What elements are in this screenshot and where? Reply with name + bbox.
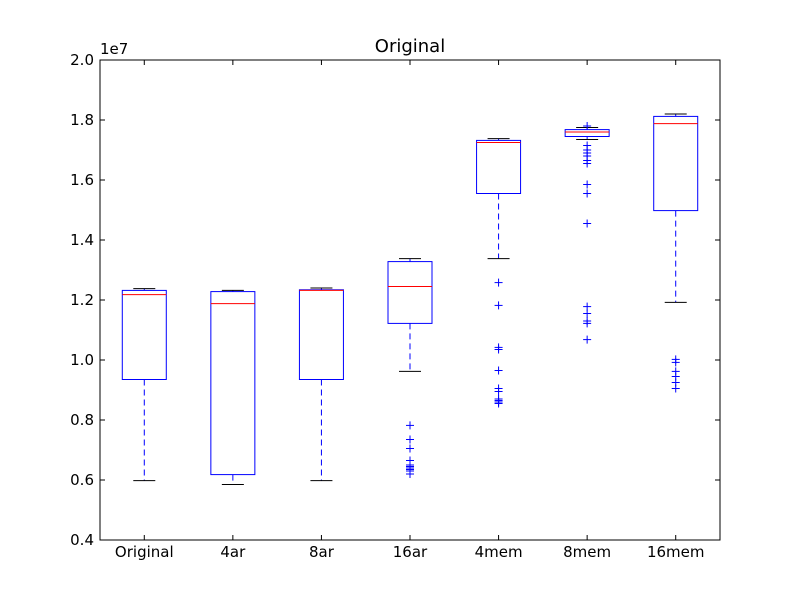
flier-point <box>406 444 414 453</box>
flier-point <box>583 122 592 130</box>
x-tick-label: 4mem <box>475 543 523 561</box>
y-scale-label: 1e7 <box>100 40 128 58</box>
axes-ticks: 0.4 0.6 0.8 1.0 1.2 1.4 1.6 1.8 2.0 Original 4ar 8a… <box>70 51 720 561</box>
box-iqr <box>653 115 699 212</box>
flier-point <box>583 302 592 311</box>
flier-point <box>671 384 680 393</box>
flier-point <box>583 335 592 344</box>
box-iqr <box>210 291 256 476</box>
x-tick-label: 4ar <box>220 543 246 561</box>
x-tick-label: 16ar <box>393 543 428 561</box>
box-group-16ar <box>387 258 433 478</box>
flier-point <box>583 219 592 228</box>
flier-point <box>406 435 414 444</box>
flier-point <box>406 470 414 478</box>
y-tick-label: 2.0 <box>70 51 94 69</box>
y-tick-label: 1.8 <box>70 111 94 129</box>
x-tick-label: 16mem <box>647 543 705 561</box>
x-tick-label: 8ar <box>309 543 335 561</box>
flier-point <box>494 366 503 375</box>
flier-point <box>494 399 503 408</box>
flier-point <box>671 358 680 367</box>
box-iqr <box>121 289 167 380</box>
y-tick-label: 1.2 <box>70 291 94 309</box>
x-tick-label: Original <box>115 543 174 561</box>
flier-point <box>494 387 503 396</box>
flier-point <box>494 345 503 354</box>
flier-point <box>406 421 414 430</box>
chart-title: Original <box>375 36 445 57</box>
y-tick-label: 0.8 <box>70 411 94 429</box>
flier-point <box>494 301 503 310</box>
box-group-8ar <box>298 287 344 482</box>
y-tick-label: 0.4 <box>70 531 94 549</box>
flier-point <box>583 159 592 168</box>
y-tick-label: 1.6 <box>70 171 94 189</box>
flier-point <box>583 319 592 328</box>
plot-marks <box>121 113 699 485</box>
box-group-original <box>121 288 167 482</box>
box-iqr <box>298 289 344 380</box>
box-group-8mem <box>564 122 610 344</box>
box-iqr <box>476 139 522 194</box>
box-group-4ar <box>210 289 256 485</box>
box-iqr <box>387 261 433 324</box>
y-tick-label: 0.6 <box>70 471 94 489</box>
flier-point <box>583 189 592 198</box>
flier-point <box>583 309 592 318</box>
y-tick-label: 1.4 <box>70 231 94 249</box>
y-tick-label: 1.0 <box>70 351 94 369</box>
x-tick-label: 8mem <box>563 543 611 561</box>
box-group-4mem <box>476 138 522 408</box>
flier-point <box>583 180 592 189</box>
flier-point <box>494 278 503 287</box>
box-group-16mem <box>653 113 699 393</box>
